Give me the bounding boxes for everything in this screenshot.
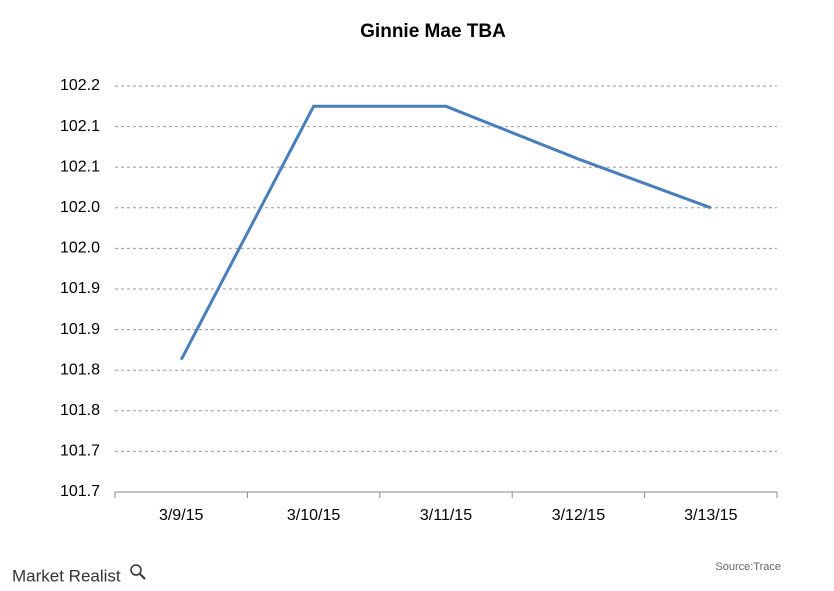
x-tick-label: 3/9/15 <box>159 507 204 524</box>
y-tick-label: 102.0 <box>60 240 100 257</box>
brand-icon <box>130 564 142 576</box>
y-tick-label: 101.7 <box>60 443 100 460</box>
x-tick-label: 3/10/15 <box>287 507 340 524</box>
y-tick-label: 101.9 <box>60 321 100 338</box>
y-tick-label: 101.8 <box>60 402 100 419</box>
y-tick-label: 102.1 <box>60 118 100 135</box>
line-series <box>179 104 712 361</box>
x-tick-label: 3/11/15 <box>420 507 472 524</box>
chart-title: Ginnie Mae TBA <box>360 21 506 42</box>
y-tick-label: 102.2 <box>60 77 100 94</box>
y-tick-label: 102.1 <box>60 158 100 175</box>
brand: Market Realist <box>12 566 121 585</box>
x-tick-label: 3/12/15 <box>552 507 605 524</box>
y-tick-label: 101.7 <box>60 483 100 500</box>
source: Source:Trace <box>715 561 781 573</box>
brand-icon <box>139 573 146 580</box>
x-tick-label: 3/13/15 <box>684 507 737 524</box>
y-tick-label: 102.0 <box>60 199 100 216</box>
y-tick-label: 101.8 <box>60 361 100 378</box>
y-tick-label: 101.9 <box>60 280 100 297</box>
